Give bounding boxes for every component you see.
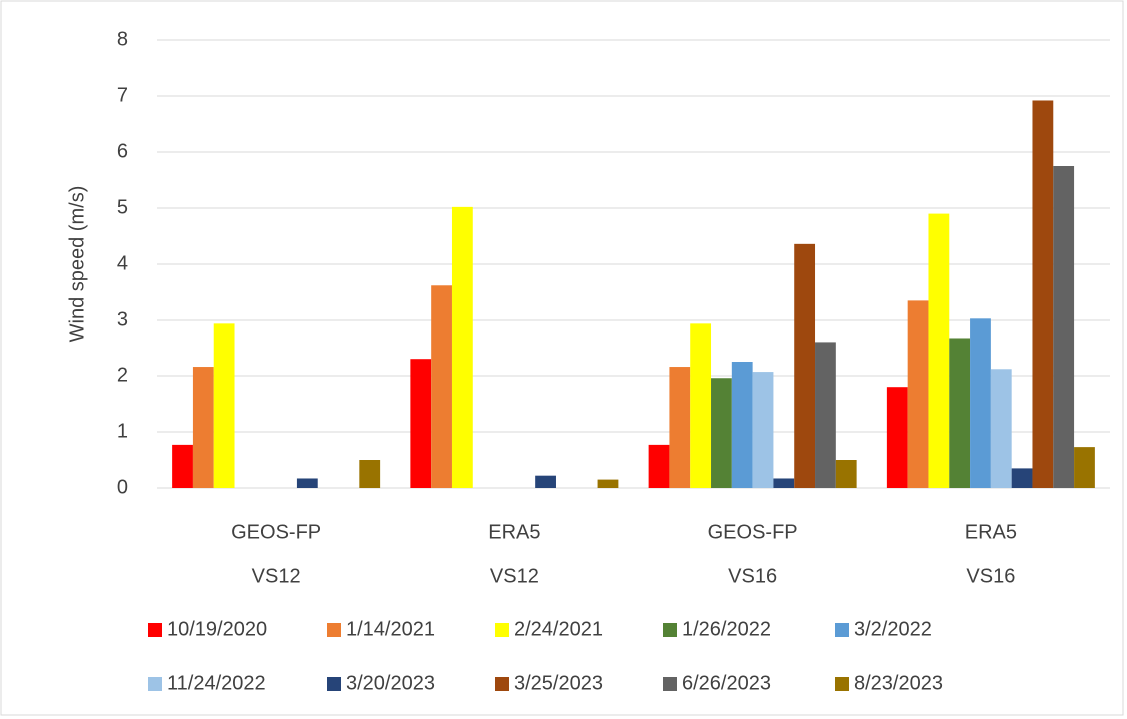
bar [669,367,691,488]
bar [886,387,908,488]
legend-label: 3/25/2023 [514,672,603,694]
legend-label: 3/2/2022 [854,618,932,640]
x-tick-label: ERA5 [965,521,1017,543]
bar [970,318,991,488]
legend-swatch [663,677,677,691]
y-tick-label: 1 [117,420,128,442]
y-tick-label: 8 [117,28,128,50]
x-tick-label: GEOS-FP [708,521,798,543]
bar [835,460,857,488]
bar [990,369,1012,488]
y-tick-label: 5 [117,196,128,218]
legend-swatch [148,623,162,637]
bar [359,460,381,488]
legend-label: 8/23/2023 [854,672,943,694]
bar [1053,166,1075,488]
bar [213,323,235,488]
bar [648,444,670,488]
bar [410,359,432,488]
legend-swatch [327,677,341,691]
bar [949,338,971,488]
bar [192,367,214,488]
x-group-label: VS12 [252,565,301,587]
y-tick-label: 0 [117,476,128,498]
legend-swatch [835,623,849,637]
legend-label: 1/14/2021 [346,618,435,640]
x-tick-label: GEOS-FP [231,521,321,543]
x-group-label: VS16 [728,565,777,587]
legend-swatch [148,677,162,691]
bar [794,243,816,488]
legend-label: 2/24/2021 [514,618,603,640]
bar [928,213,950,488]
bar [731,362,753,488]
legend-label: 3/20/2023 [346,672,435,694]
bar [1011,468,1033,488]
bar [690,323,712,488]
y-tick-label: 2 [117,364,128,386]
bar [711,378,732,488]
legend-label: 10/19/2020 [167,618,267,640]
bar [773,478,795,488]
legend-label: 6/26/2023 [682,672,771,694]
y-tick-label: 3 [117,308,128,330]
y-tick-label: 6 [117,140,128,162]
x-tick-label: ERA5 [488,521,540,543]
legend-swatch [835,677,849,691]
bar [1074,447,1095,488]
y-tick-label: 4 [117,252,128,274]
legend-swatch [495,677,509,691]
bar [815,342,836,488]
bar [597,479,619,488]
bar [172,444,193,488]
legend-label: 11/24/2022 [167,672,266,694]
bar [752,372,774,488]
y-axis-label: Wind speed (m/s) [66,186,88,343]
legend-label: 1/26/2022 [682,618,771,640]
bar [907,300,929,488]
x-group-label: VS12 [490,565,539,587]
legend-swatch [327,623,341,637]
bar [1032,100,1054,488]
bar [535,475,556,488]
bar [451,206,473,488]
x-group-label: VS16 [966,565,1015,587]
legend-swatch [663,623,677,637]
bar [296,478,318,488]
legend-swatch [495,623,509,637]
bar [431,285,452,488]
y-tick-label: 7 [117,84,128,106]
